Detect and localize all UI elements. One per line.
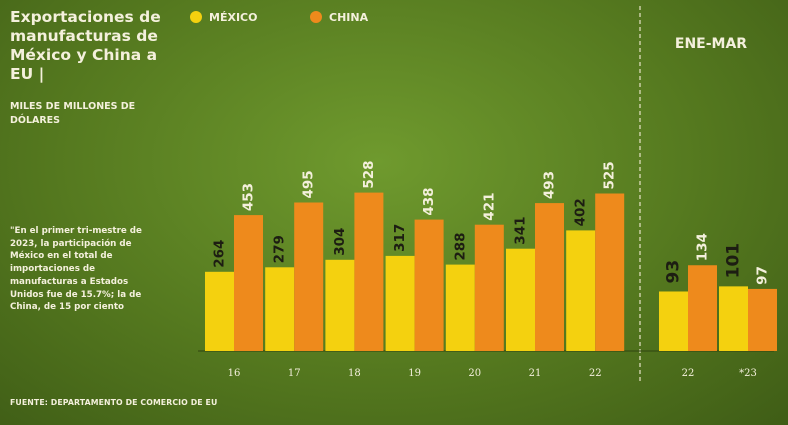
tick-label-main-16: 16 — [228, 368, 241, 379]
value-label-china-main-18: 528 — [361, 160, 377, 188]
value-label-china-main-19: 438 — [421, 187, 437, 215]
value-label-china-main-16: 453 — [241, 183, 257, 211]
bar-china-q1-p23 — [748, 288, 777, 351]
bar-mexico-main-21 — [506, 248, 535, 351]
value-label-china-main-20: 421 — [481, 193, 497, 221]
footnote: "En el primer tri-mestre de 2023, la par… — [10, 226, 142, 313]
value-label-mexico-q1-p23: 101 — [724, 243, 744, 279]
legend-china-label: CHINA — [329, 11, 369, 24]
tick-label-q1-22: 22 — [682, 368, 695, 379]
bar-china-main-17 — [294, 202, 324, 351]
bar-china-main-16 — [234, 215, 263, 351]
tick-label-main-18: 18 — [348, 368, 361, 379]
value-label-mexico-main-17: 279 — [272, 235, 288, 263]
bar-mexico-main-20 — [445, 264, 475, 351]
legend-china-swatch — [310, 11, 322, 23]
bar-china-main-19 — [414, 219, 444, 351]
bar-mexico-q1-p23 — [719, 286, 748, 351]
value-label-mexico-main-21: 341 — [513, 217, 529, 245]
chart-subtitle: MILES DE MILLONES DE DÓLARES — [10, 101, 136, 126]
bar-mexico-main-19 — [385, 255, 415, 351]
bar-mexico-main-22 — [566, 230, 596, 351]
chart-title: Exportaciones de manufacturas de México … — [10, 8, 161, 83]
bar-china-q1-22 — [688, 265, 717, 351]
legend: MÉXICO CHINA — [190, 11, 369, 24]
value-label-mexico-main-18: 304 — [332, 228, 348, 256]
tick-label-main-17: 17 — [288, 368, 301, 379]
x-axis: 16 17 18 19 20 21 22 22 *23 — [228, 368, 757, 379]
legend-mexico-swatch — [190, 11, 202, 23]
tick-label-main-20: 20 — [468, 368, 481, 379]
value-label-mexico-main-20: 288 — [452, 232, 468, 260]
bar-mexico-q1-22 — [659, 291, 688, 351]
value-label-china-q1-22: 134 — [695, 233, 711, 261]
value-label-china-main-21: 493 — [542, 171, 558, 199]
tick-label-main-19: 19 — [408, 368, 421, 379]
value-label-mexico-main-19: 317 — [392, 224, 408, 252]
source-line: FUENTE: DEPARTAMENTO DE COMERCIO DE EU — [10, 398, 218, 407]
value-label-china-main-17: 495 — [301, 170, 317, 198]
value-label-mexico-main-22: 402 — [573, 198, 589, 226]
value-label-china-main-22: 525 — [602, 161, 618, 189]
tick-label-main-22: 22 — [589, 368, 602, 379]
tick-label-q1-p23: *23 — [739, 368, 757, 379]
period-label: ENE-MAR — [675, 36, 747, 52]
bar-mexico-main-16 — [205, 271, 234, 351]
value-label-mexico-main-16: 264 — [212, 240, 228, 268]
bar-mexico-main-18 — [325, 259, 355, 351]
bar-china-main-22 — [595, 193, 625, 351]
bar-china-main-21 — [535, 203, 564, 351]
bar-china-main-20 — [474, 224, 504, 351]
value-label-china-q1-p23: 97 — [755, 266, 771, 285]
bar-china-main-18 — [354, 192, 384, 351]
bars: 264 453 279 495 304 528 317 438 288 421 341 493 402 5… — [205, 160, 777, 351]
value-label-mexico-q1-22: 93 — [664, 260, 684, 284]
bar-mexico-main-17 — [265, 267, 295, 351]
legend-mexico-label: MÉXICO — [209, 11, 257, 24]
tick-label-main-21: 21 — [529, 368, 542, 379]
